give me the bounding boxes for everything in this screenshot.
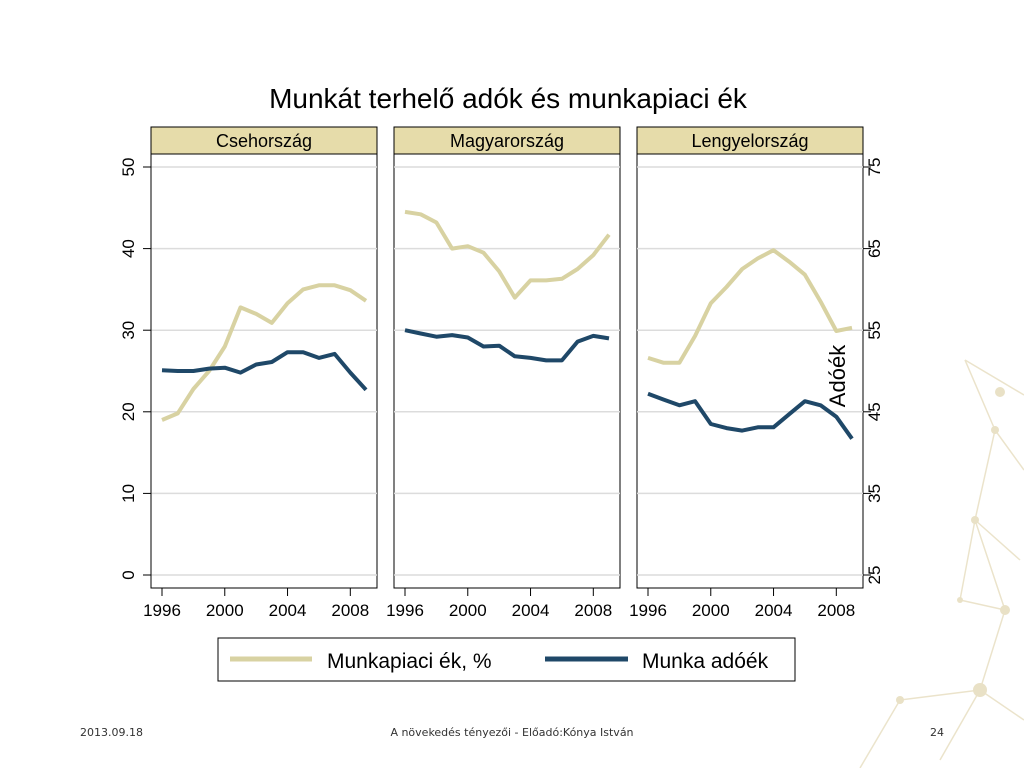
series-line-tax xyxy=(161,350,368,392)
footer-date: 2013.09.18 xyxy=(80,726,143,739)
legend-label-tax: Munka adóék xyxy=(642,650,769,673)
chart-title: Munkát terhelő adók és munkapiaci ék xyxy=(269,83,748,114)
x-tick-label: 2000 xyxy=(692,601,730,620)
panel-title: Lengyelország xyxy=(691,131,808,151)
y-tick-label: 55 xyxy=(865,321,884,340)
panel-csehorszag: Csehország xyxy=(150,126,378,589)
x-tick-label: 2000 xyxy=(206,601,244,620)
series-line-tax xyxy=(647,391,854,440)
x-tick-label: 1996 xyxy=(143,601,181,620)
x-tick-label: 2004 xyxy=(269,601,307,620)
y-tick-label: 0 xyxy=(119,570,138,579)
panel-lengyelorszag: Lengyelország xyxy=(636,126,864,589)
x-tick-label: 1996 xyxy=(386,601,424,620)
y-tick-label: 45 xyxy=(865,402,884,421)
y-axis-left: 0 10 20 30 40 50 xyxy=(119,154,152,588)
panel-header-bg xyxy=(636,126,864,155)
y-axis-right: 25 35 45 55 65 75 xyxy=(863,158,884,585)
gridlines xyxy=(394,166,620,576)
series-line-tax xyxy=(404,328,610,363)
series-lines xyxy=(647,248,854,440)
y-tick-label: 40 xyxy=(119,239,138,258)
y-tick-label: 35 xyxy=(865,484,884,503)
footer-presentation-info: A növekedés tényezői - Előadó:Kónya Istv… xyxy=(390,726,634,739)
y-tick-label: 10 xyxy=(119,484,138,503)
y-tick-label: 65 xyxy=(865,239,884,258)
y-tick-label: 75 xyxy=(865,158,884,177)
x-tick-label: 2008 xyxy=(574,601,612,620)
series-line-wedge xyxy=(647,248,853,365)
panel-magyarorszag: Magyarország xyxy=(393,126,621,589)
legend-label-wedge: Munkapiaci ék, % xyxy=(327,650,492,673)
x-tick-label: 2000 xyxy=(449,601,487,620)
panel-title: Csehország xyxy=(216,131,312,151)
gridlines xyxy=(151,166,377,576)
plot-frame xyxy=(636,153,864,589)
y-tick-label: 20 xyxy=(119,402,138,421)
x-tick-label: 2008 xyxy=(817,601,855,620)
y-tick-label: 25 xyxy=(865,566,884,585)
series-line-wedge xyxy=(161,283,368,422)
y-tick-label: 50 xyxy=(119,158,138,177)
legend: Munkapiaci ék, % Munka adóék xyxy=(217,637,796,682)
x-tick-label: 2004 xyxy=(755,601,793,620)
series-lines xyxy=(404,209,611,363)
x-tick-label: 1996 xyxy=(629,601,667,620)
plot-frame xyxy=(393,153,621,589)
footer-page-number: 24 xyxy=(930,726,944,739)
series-line-wedge xyxy=(404,209,611,300)
x-tick-label: 2008 xyxy=(331,601,369,620)
x-tick-label: 2004 xyxy=(512,601,550,620)
x-axes: 1996 2000 2004 2008 1996 2000 2004 2008 1996 2000… xyxy=(143,588,855,620)
panel-header-bg xyxy=(393,126,621,155)
legend-box xyxy=(217,637,796,682)
right-axis-label: Adóék xyxy=(825,344,850,407)
y-tick-label: 30 xyxy=(119,321,138,340)
gridlines xyxy=(637,166,863,576)
series-lines xyxy=(161,283,368,422)
panel-title: Magyarország xyxy=(450,131,564,151)
